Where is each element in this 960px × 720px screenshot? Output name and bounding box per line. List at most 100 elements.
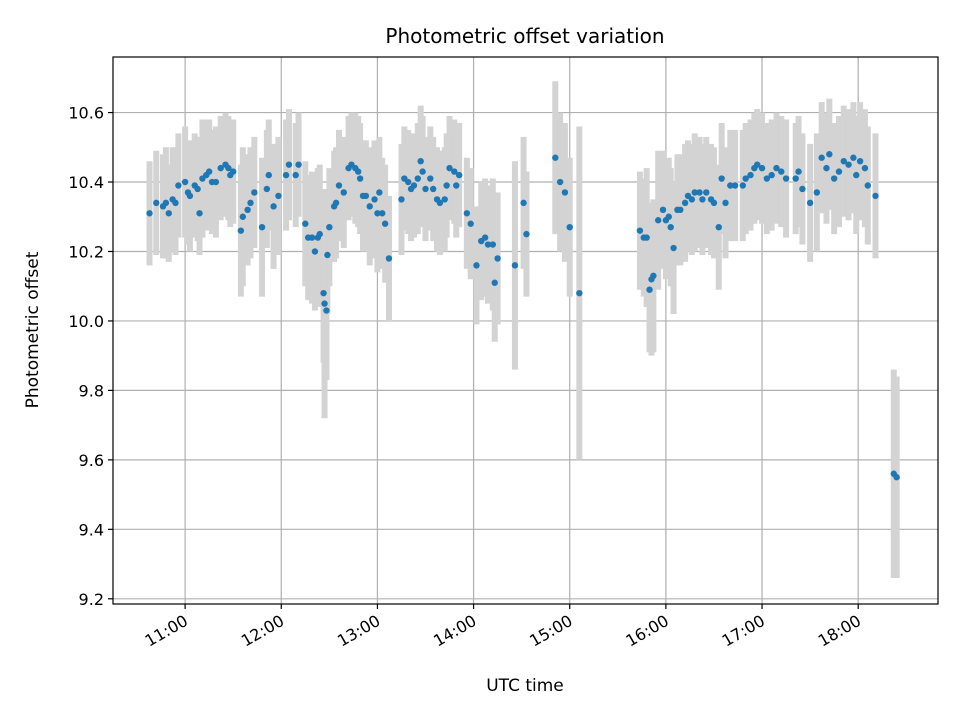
data-point <box>321 300 328 307</box>
data-point <box>696 189 703 196</box>
data-point <box>374 210 381 217</box>
chart-title: Photometric offset variation <box>385 24 664 48</box>
data-point <box>404 178 412 186</box>
y-tick-label: 10.0 <box>68 312 104 331</box>
data-point <box>576 289 583 297</box>
y-tick-label: 10.6 <box>68 104 104 123</box>
data-point <box>778 168 785 175</box>
data-point <box>681 199 689 207</box>
data-point <box>667 223 674 231</box>
data-point <box>175 182 182 189</box>
data-point <box>335 182 343 189</box>
data-point <box>225 164 232 172</box>
data-point <box>258 223 266 231</box>
data-point <box>186 192 194 200</box>
data-point <box>237 227 245 234</box>
x-tick-label: 18:00 <box>815 611 864 651</box>
data-point <box>379 210 386 217</box>
data-point <box>826 151 833 158</box>
data-point <box>311 248 319 255</box>
error-bars <box>146 81 900 578</box>
data-point <box>247 199 254 207</box>
data-point <box>864 182 872 189</box>
data-point <box>441 196 448 203</box>
data-point <box>308 234 316 241</box>
data-point <box>320 289 327 297</box>
data-point <box>275 192 282 200</box>
data-points <box>146 151 900 481</box>
data-point <box>453 182 460 189</box>
data-point <box>239 213 247 220</box>
y-tick-label: 10.2 <box>68 242 104 261</box>
data-point <box>703 189 710 196</box>
data-point <box>196 210 203 217</box>
data-point <box>443 182 450 189</box>
data-point <box>146 210 153 217</box>
data-point <box>699 196 706 203</box>
data-point <box>340 189 347 196</box>
data-point <box>727 182 734 189</box>
data-point <box>511 262 519 269</box>
data-point <box>427 175 434 182</box>
data-point <box>715 223 722 231</box>
data-point <box>371 196 378 203</box>
data-point <box>646 286 653 293</box>
y-tick-label: 9.6 <box>79 451 104 470</box>
data-point <box>362 192 370 200</box>
data-point <box>295 161 302 168</box>
data-point <box>758 164 766 172</box>
data-point <box>162 199 170 207</box>
x-tick-label: 17:00 <box>719 611 768 651</box>
data-point <box>747 171 754 179</box>
data-point <box>718 175 725 182</box>
data-point <box>799 185 806 193</box>
data-point <box>830 175 838 182</box>
x-axis-label: UTC time <box>486 676 564 696</box>
data-point <box>691 189 698 196</box>
data-point <box>566 223 573 231</box>
data-point <box>332 199 340 207</box>
data-point <box>419 168 426 175</box>
data-point <box>845 161 852 168</box>
data-point <box>323 307 330 314</box>
data-point <box>835 168 843 175</box>
y-tick-label: 9.2 <box>79 590 104 609</box>
data-point <box>473 262 480 269</box>
data-point <box>688 196 696 203</box>
x-axis: 11:00 12:00 13:00 14:00 15:00 16:00 17:00 18:00 <box>142 604 864 651</box>
data-point <box>731 182 739 189</box>
y-axis: 9.2 9.4 9.6 9.8 10.0 10.2 10.4 10.6 <box>68 104 113 609</box>
data-point <box>523 230 530 238</box>
data-point <box>429 185 437 193</box>
y-axis-label: Photometric offset <box>23 251 43 408</box>
data-point <box>446 164 453 172</box>
data-point <box>818 154 825 161</box>
y-tick-label: 10.4 <box>68 173 104 192</box>
data-point <box>436 199 444 207</box>
data-point <box>556 178 564 186</box>
data-point <box>229 168 237 175</box>
data-point <box>282 171 290 179</box>
x-tick-label: 14:00 <box>430 611 479 651</box>
data-point <box>768 171 775 179</box>
data-point <box>165 210 172 217</box>
data-point <box>850 154 857 161</box>
data-point <box>172 199 179 207</box>
data-point <box>417 157 424 165</box>
data-point <box>677 206 684 214</box>
data-point <box>244 206 251 214</box>
data-point <box>722 199 729 207</box>
data-point <box>302 220 309 227</box>
data-point <box>481 234 489 241</box>
data-point <box>205 168 213 175</box>
data-point <box>792 175 799 182</box>
data-point <box>754 161 761 168</box>
data-point <box>181 178 189 186</box>
data-point <box>813 189 821 196</box>
data-point <box>381 220 389 227</box>
data-point <box>270 203 277 210</box>
data-point <box>739 182 747 189</box>
data-point <box>659 206 667 214</box>
data-point <box>292 171 299 179</box>
